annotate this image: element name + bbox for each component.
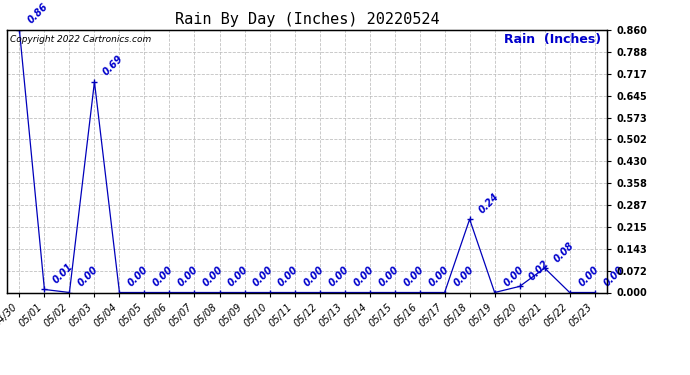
- Text: 0.69: 0.69: [101, 54, 126, 78]
- Text: 0.00: 0.00: [126, 264, 150, 288]
- Text: 0.00: 0.00: [201, 264, 226, 288]
- Text: 0.00: 0.00: [502, 264, 526, 288]
- Text: 0.00: 0.00: [326, 264, 351, 288]
- Text: 0.00: 0.00: [277, 264, 301, 288]
- Text: 0.00: 0.00: [577, 264, 601, 288]
- Text: 0.86: 0.86: [26, 2, 50, 26]
- Text: 0.00: 0.00: [251, 264, 275, 288]
- Text: 0.01: 0.01: [51, 261, 75, 285]
- Text: 0.08: 0.08: [551, 240, 575, 264]
- Text: 0.00: 0.00: [151, 264, 175, 288]
- Text: 0.00: 0.00: [351, 264, 375, 288]
- Text: 0.00: 0.00: [177, 264, 201, 288]
- Text: 0.24: 0.24: [477, 191, 501, 215]
- Text: 0.00: 0.00: [402, 264, 426, 288]
- Title: Rain By Day (Inches) 20220524: Rain By Day (Inches) 20220524: [175, 12, 440, 27]
- Text: 0.00: 0.00: [426, 264, 451, 288]
- Text: 0.00: 0.00: [377, 264, 401, 288]
- Text: 0.00: 0.00: [77, 264, 101, 288]
- Text: 0.02: 0.02: [526, 258, 551, 282]
- Text: Rain  (Inches): Rain (Inches): [504, 33, 601, 46]
- Text: Copyright 2022 Cartronics.com: Copyright 2022 Cartronics.com: [10, 35, 151, 44]
- Text: 0.00: 0.00: [226, 264, 250, 288]
- Text: 0.00: 0.00: [602, 264, 626, 288]
- Text: 0.00: 0.00: [302, 264, 326, 288]
- Text: 0.00: 0.00: [451, 264, 475, 288]
